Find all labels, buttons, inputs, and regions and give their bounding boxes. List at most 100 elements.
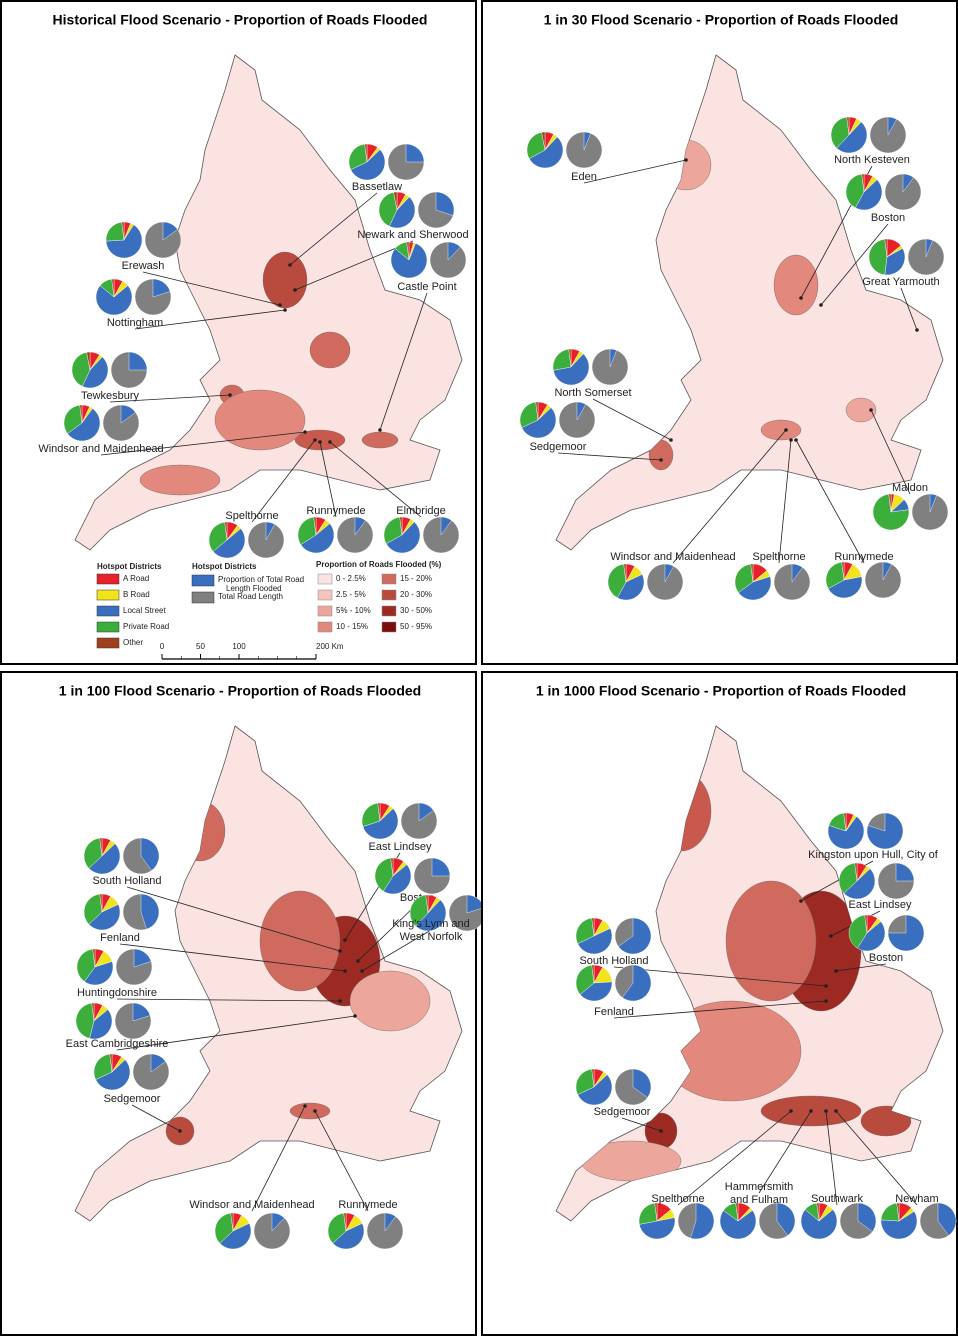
arrow [319, 441, 337, 518]
arrow-head [293, 288, 297, 292]
pie-wedge [841, 561, 845, 581]
pie-wedge [219, 1223, 252, 1250]
arrow [677, 1110, 792, 1206]
pie-wedge [884, 238, 888, 258]
pie-wedge [855, 179, 883, 211]
arrow [613, 1000, 827, 1019]
arrow [672, 429, 787, 564]
map-panel: Historical Flood Scenario - Proportion o… [0, 0, 477, 665]
pie-wedge [623, 563, 627, 583]
pie-wedge [591, 1068, 595, 1088]
pie-wedge [576, 401, 586, 421]
pie-wedge [738, 576, 772, 601]
district-label: West Norfolk [400, 931, 463, 943]
flood-areas [580, 770, 912, 1182]
pie-wedge [609, 348, 617, 368]
pie-wedge [591, 917, 595, 937]
map-panel: 1 in 30 Flood Scenario - Proportion of R… [481, 0, 958, 665]
legend-swatch [96, 605, 120, 617]
arrow-head [278, 303, 282, 307]
arrow [778, 439, 792, 564]
district-label: Runnymede [306, 505, 365, 517]
legend-label: 5% - 10% [336, 606, 371, 615]
arrow [314, 1110, 369, 1212]
arrow-head [356, 959, 360, 963]
pie-wedge [63, 404, 83, 434]
pie-wedge [622, 964, 652, 1002]
pie-wedge [654, 1202, 658, 1222]
legend-label: B Road [123, 590, 150, 599]
pie-wedge [857, 1202, 877, 1232]
pie-wedge [880, 1211, 918, 1240]
district-label: Fenland [100, 932, 140, 944]
district-label: Maldon [892, 482, 928, 494]
arrow [251, 1105, 306, 1212]
flood-area [214, 389, 306, 451]
district-label: Spelthorne [225, 510, 278, 522]
district-label: Windsor and Maidenhead [189, 1199, 314, 1211]
arrow-head [824, 984, 828, 988]
flood-area [773, 254, 819, 316]
pie-wedge [364, 143, 368, 163]
pie-wedge [76, 948, 96, 982]
pie-wedge [92, 948, 96, 968]
pie-wedge [617, 574, 645, 601]
district-label: Tewkesbury [81, 390, 140, 402]
district-label: Bassetlaw [352, 181, 402, 193]
arrow [131, 1104, 181, 1132]
district-label: Runnymede [338, 1199, 397, 1211]
flood-area [309, 331, 351, 369]
pie-wedge [440, 516, 452, 536]
pie-wedge [872, 493, 910, 531]
district-label: Boston [869, 952, 903, 964]
district-label: Windsor and Maidenhead [610, 551, 735, 563]
pie-wedge [535, 401, 539, 421]
pie-wedge [575, 1068, 595, 1095]
pie-wedge [99, 893, 103, 913]
pie-wedge [632, 1068, 652, 1098]
pie-wedge [120, 404, 136, 424]
pie-wedge [838, 862, 858, 894]
arrow-head [834, 1109, 838, 1113]
district-label: Elmbridge [396, 505, 446, 517]
pie-wedge [313, 516, 317, 536]
legend-label: A Road [123, 574, 149, 583]
pie-wedge [568, 348, 572, 368]
arrow [820, 223, 889, 306]
arrow-head [343, 969, 347, 973]
legend-swatch [96, 637, 120, 649]
arrow-head [829, 934, 833, 938]
pie-wedge [162, 221, 178, 241]
arrow [361, 929, 432, 972]
pie-wedge [553, 353, 590, 386]
arrow [134, 309, 286, 330]
pie-wedge [895, 862, 915, 882]
pie-wedge [552, 348, 572, 371]
pie-wedge [577, 928, 613, 955]
pie-wedge [95, 1059, 131, 1091]
legend-label: Proportion of Total Road [218, 575, 304, 584]
pie-wedge [343, 1212, 347, 1232]
arrow-head [328, 440, 332, 444]
scale-label: 50 [196, 642, 205, 651]
legend-label: Length Flooded [226, 584, 282, 593]
legend-swatch [96, 573, 120, 585]
arrow [100, 431, 306, 456]
district-label: Boston [871, 212, 905, 224]
arrow-head [684, 158, 688, 162]
panel-title: 1 in 30 Flood Scenario - Proportion of R… [544, 12, 899, 28]
district-label: Spelthorne [651, 1193, 704, 1205]
arrow-head [669, 438, 673, 442]
pie-wedge [150, 1053, 166, 1073]
panel-title: 1 in 1000 Flood Scenario - Proportion of… [536, 683, 906, 699]
pie-wedge [214, 1212, 234, 1244]
pie-wedge [140, 837, 160, 871]
pie-wedge [591, 964, 595, 984]
pie-wedge [836, 121, 868, 154]
legend-swatch [317, 605, 333, 617]
pie-wedge [89, 1009, 113, 1040]
pie-wedge [297, 516, 317, 545]
pie-wedge [224, 521, 228, 541]
district-label: East Lindsey [369, 841, 432, 853]
